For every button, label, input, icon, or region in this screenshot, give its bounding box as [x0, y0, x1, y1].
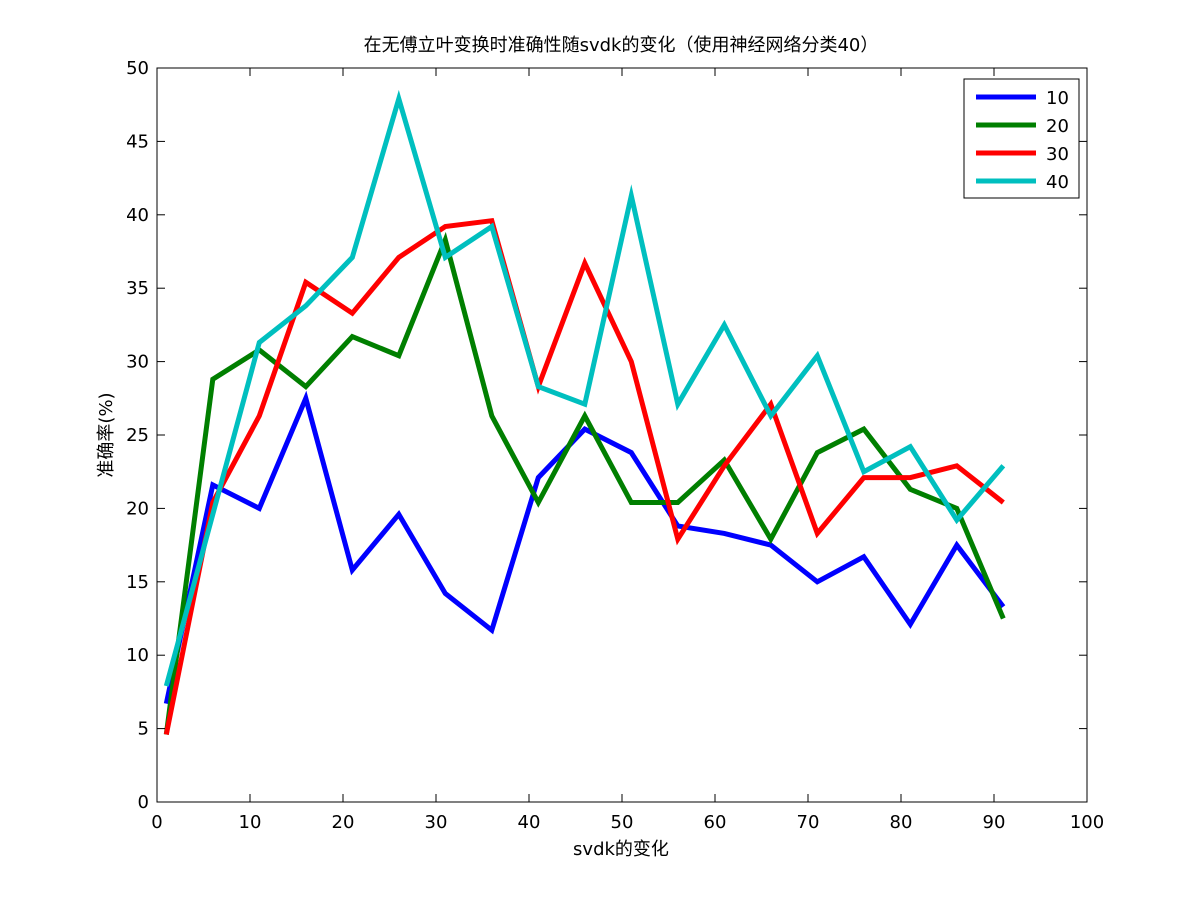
- series-line-20: [163, 231, 1006, 735]
- y-tick-label: 0: [138, 792, 149, 813]
- x-tick-label: 90: [983, 812, 1006, 833]
- y-tick-label: 15: [126, 572, 149, 593]
- legend-label-10: 10: [1046, 88, 1069, 109]
- x-tick-label: 70: [797, 812, 820, 833]
- y-tick-label: 45: [126, 131, 149, 152]
- legend-label-40: 40: [1046, 172, 1069, 193]
- x-tick-label: 0: [151, 812, 162, 833]
- chart-title: 在无傅立叶变换时准确性随svdk的变化（使用神经网络分类40）: [364, 35, 879, 56]
- plot-area: [157, 68, 1087, 802]
- legend-label-30: 30: [1046, 144, 1069, 165]
- series-line-40: [163, 89, 1006, 687]
- x-tick-label: 40: [518, 812, 541, 833]
- legend: 10 20 30 40: [963, 78, 1080, 199]
- y-tick-label: 50: [126, 58, 149, 79]
- y-tick-label: 30: [126, 352, 149, 373]
- x-tick-label: 10: [239, 812, 262, 833]
- x-tick-label: 100: [1070, 812, 1104, 833]
- series-layer: [163, 89, 1006, 735]
- y-tick-label: 25: [126, 425, 149, 446]
- x-tick-label: 30: [425, 812, 448, 833]
- x-tick-label: 20: [332, 812, 355, 833]
- series-line-10: [163, 390, 1006, 705]
- x-tick-label: 50: [611, 812, 634, 833]
- y-axis-title: 准确率(%): [96, 392, 117, 477]
- x-tick-label: 60: [704, 812, 727, 833]
- x-tick-label: 80: [890, 812, 913, 833]
- ticks-layer: 0 10 20 30 40 50 60 70 80 90 100 0 5 10 15 20 25 30 35 40 45…: [126, 58, 1104, 833]
- y-tick-label: 5: [138, 719, 149, 740]
- y-tick-label: 40: [126, 205, 149, 226]
- legend-label-20: 20: [1046, 116, 1069, 137]
- y-tick-label: 35: [126, 278, 149, 299]
- y-tick-label: 20: [126, 498, 149, 519]
- y-tick-label: 10: [126, 645, 149, 666]
- x-axis-title: svdk的变化: [573, 839, 669, 860]
- series-line-30: [163, 217, 1005, 735]
